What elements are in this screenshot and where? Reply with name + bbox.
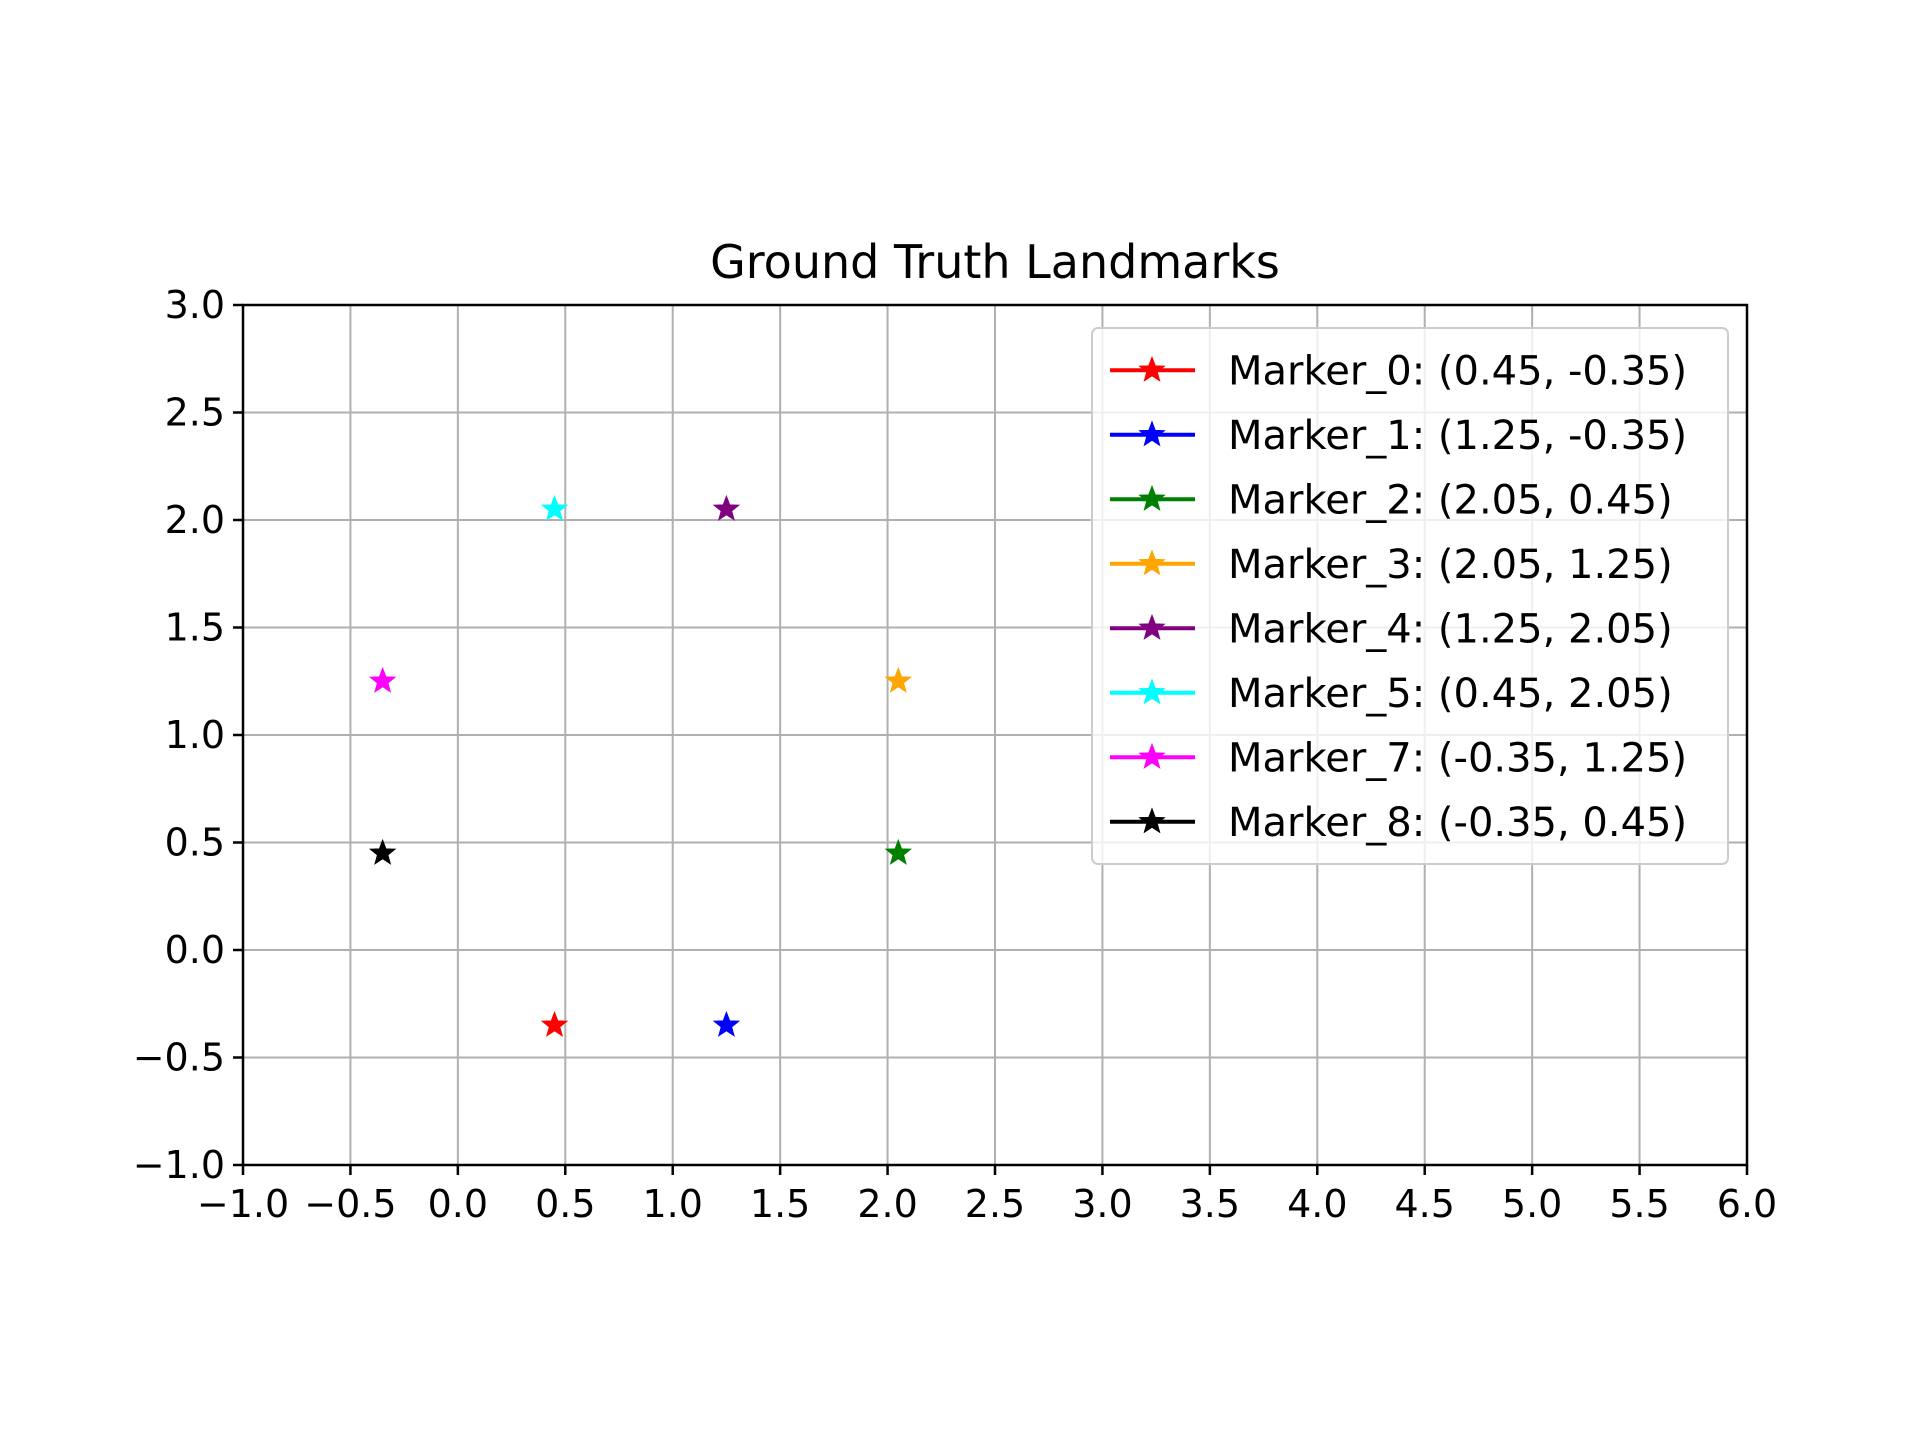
legend-label-4: Marker_4: (1.25, 2.05) <box>1228 606 1673 652</box>
x-tick-label-10: 4.0 <box>1287 1182 1347 1226</box>
legend-star-5 <box>1138 678 1166 705</box>
legend-star-3 <box>1138 549 1166 576</box>
data-points <box>368 494 913 1037</box>
legend-star-1 <box>1138 420 1166 447</box>
axis-ticks: −1.0 −0.5 0.0 0.5 1.0 1.5 2.0 2.5 3.0 3.5 4.0 4.5 5.… <box>133 283 1778 1226</box>
y-tick-label-5: 1.5 <box>165 606 225 650</box>
data-point-7 <box>368 838 397 865</box>
data-point-2 <box>884 838 913 865</box>
legend: Marker_0: (0.45, -0.35) Marker_1: (1.25, … <box>1091 327 1729 865</box>
x-tick-label-9: 3.5 <box>1180 1182 1240 1226</box>
legend-label-5: Marker_5: (0.45, 2.05) <box>1228 671 1673 717</box>
y-tick-label-8: 3.0 <box>165 283 225 327</box>
legend-label-6: Marker_7: (-0.35, 1.25) <box>1228 735 1687 781</box>
data-point-0 <box>540 1010 569 1037</box>
legend-entry-6: Marker_7: (-0.35, 1.25) <box>1110 735 1687 781</box>
y-tick-label-7: 2.5 <box>165 391 225 435</box>
x-tick-label-4: 1.0 <box>642 1182 702 1226</box>
legend-label-2: Marker_2: (2.05, 0.45) <box>1228 477 1673 523</box>
legend-entry-4: Marker_4: (1.25, 2.05) <box>1110 606 1673 652</box>
data-point-6 <box>368 666 397 693</box>
x-tick-label-0: −1.0 <box>197 1182 289 1226</box>
legend-star-2 <box>1138 484 1166 511</box>
x-tick-label-11: 4.5 <box>1394 1182 1454 1226</box>
x-tick-label-12: 5.0 <box>1502 1182 1562 1226</box>
legend-star-0 <box>1138 355 1166 382</box>
x-tick-label-13: 5.5 <box>1609 1182 1669 1226</box>
legend-star-4 <box>1138 613 1166 640</box>
x-tick-label-2: 0.0 <box>428 1182 488 1226</box>
legend-star-7 <box>1138 807 1166 834</box>
legend-box <box>1091 327 1729 865</box>
legend-entry-3: Marker_3: (2.05, 1.25) <box>1110 542 1673 588</box>
x-tick-label-7: 2.5 <box>965 1182 1025 1226</box>
x-tick-label-14: 6.0 <box>1717 1182 1777 1226</box>
y-tick-label-2: 0.0 <box>165 928 225 972</box>
x-tick-label-6: 2.0 <box>857 1182 917 1226</box>
legend-entry-7: Marker_8: (-0.35, 0.45) <box>1110 800 1687 846</box>
legend-label-3: Marker_3: (2.05, 1.25) <box>1228 542 1673 588</box>
legend-label-7: Marker_8: (-0.35, 0.45) <box>1228 800 1687 846</box>
chart-title: Ground Truth Landmarks <box>710 235 1280 289</box>
legend-entry-1: Marker_1: (1.25, -0.35) <box>1110 413 1687 459</box>
y-tick-label-6: 2.0 <box>165 498 225 542</box>
legend-label-1: Marker_1: (1.25, -0.35) <box>1228 413 1687 459</box>
legend-label-0: Marker_0: (0.45, -0.35) <box>1228 348 1687 394</box>
x-tick-label-5: 1.5 <box>750 1182 810 1226</box>
x-tick-label-3: 0.5 <box>535 1182 595 1226</box>
x-tick-label-1: −0.5 <box>304 1182 396 1226</box>
y-tick-label-3: 0.5 <box>165 821 225 865</box>
legend-entry-2: Marker_2: (2.05, 0.45) <box>1110 477 1673 523</box>
data-point-1 <box>712 1010 741 1037</box>
data-point-3 <box>884 666 913 693</box>
legend-entry-0: Marker_0: (0.45, -0.35) <box>1110 348 1687 394</box>
y-tick-label-0: −1.0 <box>133 1143 225 1187</box>
data-point-5 <box>540 494 569 521</box>
y-tick-label-1: −0.5 <box>133 1036 225 1080</box>
y-tick-label-4: 1.0 <box>165 713 225 757</box>
data-point-4 <box>712 494 741 521</box>
x-tick-label-8: 3.0 <box>1072 1182 1132 1226</box>
legend-entry-5: Marker_5: (0.45, 2.05) <box>1110 671 1673 717</box>
legend-star-6 <box>1138 742 1166 769</box>
